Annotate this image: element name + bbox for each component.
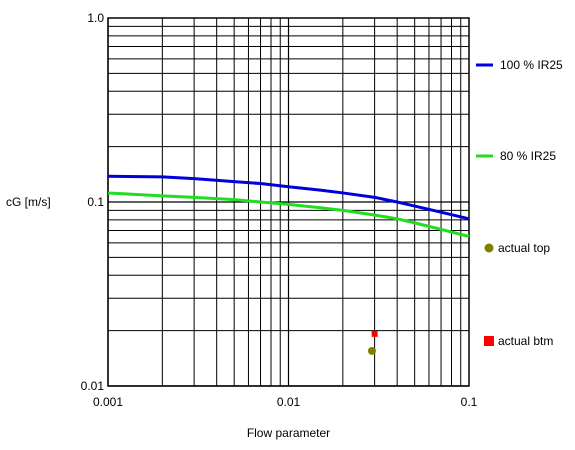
legend-label: 100 % IR25 bbox=[500, 58, 563, 72]
legend-label: actual btm bbox=[498, 334, 553, 348]
legend-swatch bbox=[484, 243, 494, 253]
legend-item: 100 % IR25 bbox=[476, 58, 563, 72]
legend-label: 80 % IR25 bbox=[500, 149, 556, 163]
legend-item: actual btm bbox=[484, 334, 553, 348]
y-tick-label: 0.1 bbox=[87, 195, 104, 209]
x-tick-label: 0.1 bbox=[461, 395, 478, 409]
legend-item: 80 % IR25 bbox=[476, 149, 556, 163]
data-point-actual-btm bbox=[371, 330, 378, 337]
legend-label: actual top bbox=[498, 241, 550, 255]
grid bbox=[107, 18, 469, 387]
series-line-1 bbox=[107, 174, 470, 221]
data-point-actual-top bbox=[367, 346, 376, 355]
x-axis-label: Flow parameter bbox=[247, 426, 330, 440]
plot-frame bbox=[107, 17, 470, 387]
y-tick-label: 0.01 bbox=[81, 379, 105, 393]
legend-swatch bbox=[484, 336, 494, 346]
series-line-2 bbox=[107, 191, 470, 238]
y-axis-label: cG [m/s] bbox=[6, 195, 51, 209]
legend-item: actual top bbox=[484, 241, 550, 255]
tick-labels: 0.001 0.01 0.1 0.01 0.1 1.0 bbox=[81, 11, 478, 409]
series-layer bbox=[107, 174, 470, 355]
legend: 100 % IR25 80 % IR25 actual top actual btm bbox=[476, 58, 563, 348]
y-tick-label: 1.0 bbox=[87, 11, 104, 25]
x-tick-label: 0.01 bbox=[277, 395, 301, 409]
x-tick-label: 0.001 bbox=[93, 395, 123, 409]
